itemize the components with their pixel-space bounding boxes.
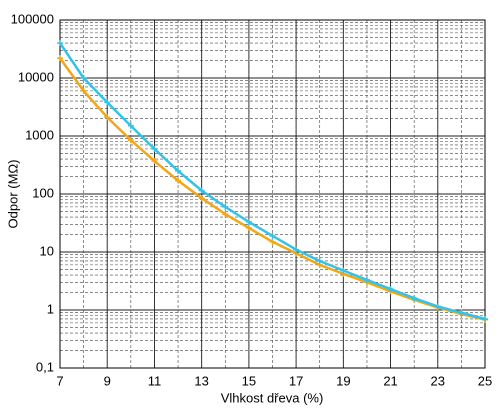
y-tick-label: 100 [32, 185, 54, 200]
point-marker [245, 224, 252, 231]
point-marker [363, 276, 370, 283]
point-marker [222, 211, 229, 218]
point-marker [198, 195, 205, 202]
x-tick-label: 23 [431, 373, 445, 388]
point-marker [104, 99, 111, 106]
y-tick-label: 10000 [18, 69, 54, 84]
x-tick-label: 7 [56, 373, 63, 388]
point-marker [80, 75, 87, 81]
point-marker [411, 295, 418, 302]
y-tick-label: 0,1 [36, 359, 54, 374]
x-tick-label: 9 [104, 373, 111, 388]
point-marker [293, 246, 300, 253]
x-tick-label: 19 [336, 373, 350, 388]
x-axis-title: Vlhkost dřeva (%) [221, 390, 324, 405]
point-marker [269, 232, 276, 239]
point-marker [269, 238, 276, 245]
y-tick-label: 1 [47, 301, 54, 316]
x-tick-label: 13 [194, 373, 208, 388]
point-marker [104, 114, 111, 121]
x-tick-label: 15 [242, 373, 256, 388]
point-marker [316, 257, 323, 264]
x-tick-label: 17 [289, 373, 303, 388]
y-tick-label: 10 [40, 243, 54, 258]
plot-frame [59, 19, 486, 369]
point-marker [151, 158, 158, 165]
point-marker [198, 187, 205, 194]
point-marker [458, 309, 465, 316]
x-tick-label: 11 [148, 373, 162, 388]
point-marker [245, 218, 252, 225]
point-marker [434, 303, 441, 310]
point-marker [387, 286, 394, 293]
point-marker [57, 55, 63, 62]
point-marker [127, 137, 134, 144]
point-marker [80, 87, 87, 94]
x-tick-label: 25 [478, 373, 492, 388]
point-marker [175, 167, 182, 174]
y-axis-title: Odpor (MΩ) [5, 160, 20, 229]
y-tick-label: 1000 [25, 127, 54, 142]
point-marker [222, 203, 229, 210]
point-marker [127, 122, 134, 129]
point-marker [175, 177, 182, 184]
x-tick-label: 21 [383, 373, 397, 388]
point-marker [57, 40, 63, 47]
point-marker [151, 145, 158, 152]
y-tick-label: 100000 [11, 11, 54, 26]
point-marker [482, 315, 488, 322]
point-marker [340, 267, 347, 274]
